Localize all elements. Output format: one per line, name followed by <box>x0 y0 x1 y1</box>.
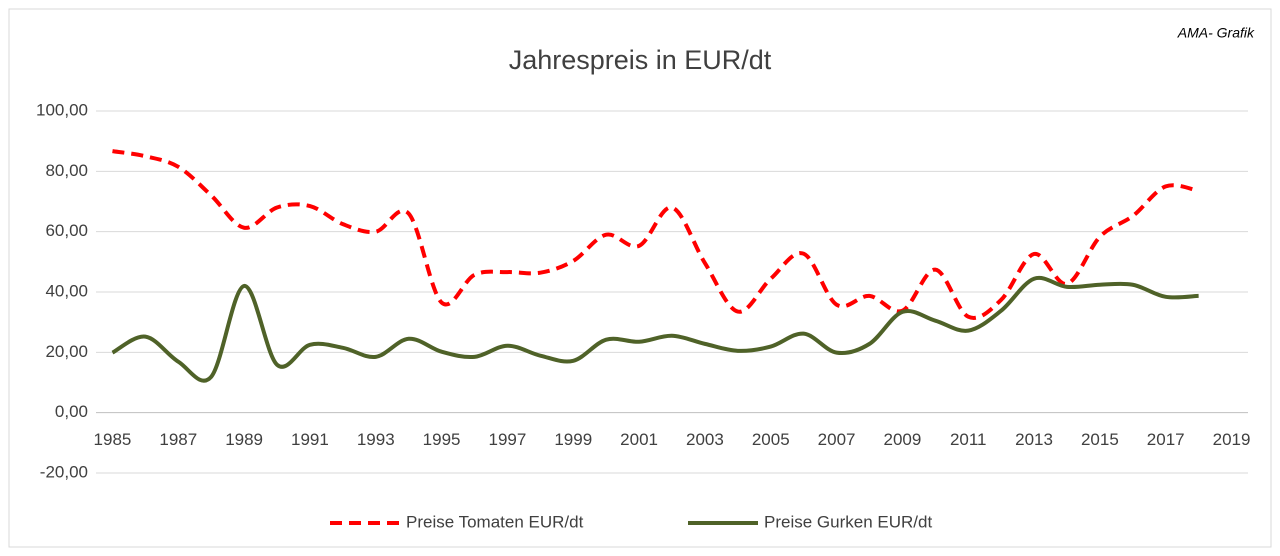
y-tick-label: 20,00 <box>45 342 88 361</box>
x-tick-label: 2017 <box>1147 430 1185 449</box>
chart-title: Jahrespreis in EUR/dt <box>509 45 772 75</box>
x-tick-label: 2011 <box>950 430 987 449</box>
x-tick-label: 1993 <box>357 430 395 449</box>
legend-label: Preise Tomaten EUR/dt <box>406 512 584 531</box>
x-tick-label: 1985 <box>94 430 132 449</box>
y-tick-label: -20,00 <box>40 462 88 481</box>
chart-border <box>8 8 1272 548</box>
x-tick-label: 2019 <box>1213 430 1251 449</box>
x-tick-label: 2009 <box>883 430 921 449</box>
x-tick-label: 2005 <box>752 430 790 449</box>
x-tick-label: 2001 <box>620 430 658 449</box>
x-tick-label: 2015 <box>1081 430 1119 449</box>
legend-label: Preise Gurken EUR/dt <box>764 512 932 531</box>
x-tick-label: 1987 <box>159 430 197 449</box>
x-tick-label: 1999 <box>554 430 592 449</box>
series-line <box>111 275 1199 383</box>
y-tick-label: 60,00 <box>45 221 88 240</box>
series-line <box>112 149 1200 320</box>
y-tick-label: 0,00 <box>55 402 88 421</box>
y-tick-label: 40,00 <box>45 281 88 300</box>
x-tick-label: 2013 <box>1015 430 1053 449</box>
x-tick-label: 2007 <box>818 430 856 449</box>
annotation: AMA- Grafik <box>1177 25 1255 41</box>
x-tick-label: 1991 <box>291 430 329 449</box>
y-tick-label: 80,00 <box>45 161 88 180</box>
y-tick-label: 100,00 <box>36 100 88 119</box>
x-tick-label: 1997 <box>489 430 527 449</box>
x-tick-label: 1989 <box>225 430 263 449</box>
x-tick-label: 1995 <box>423 430 461 449</box>
x-tick-label: 2003 <box>686 430 724 449</box>
